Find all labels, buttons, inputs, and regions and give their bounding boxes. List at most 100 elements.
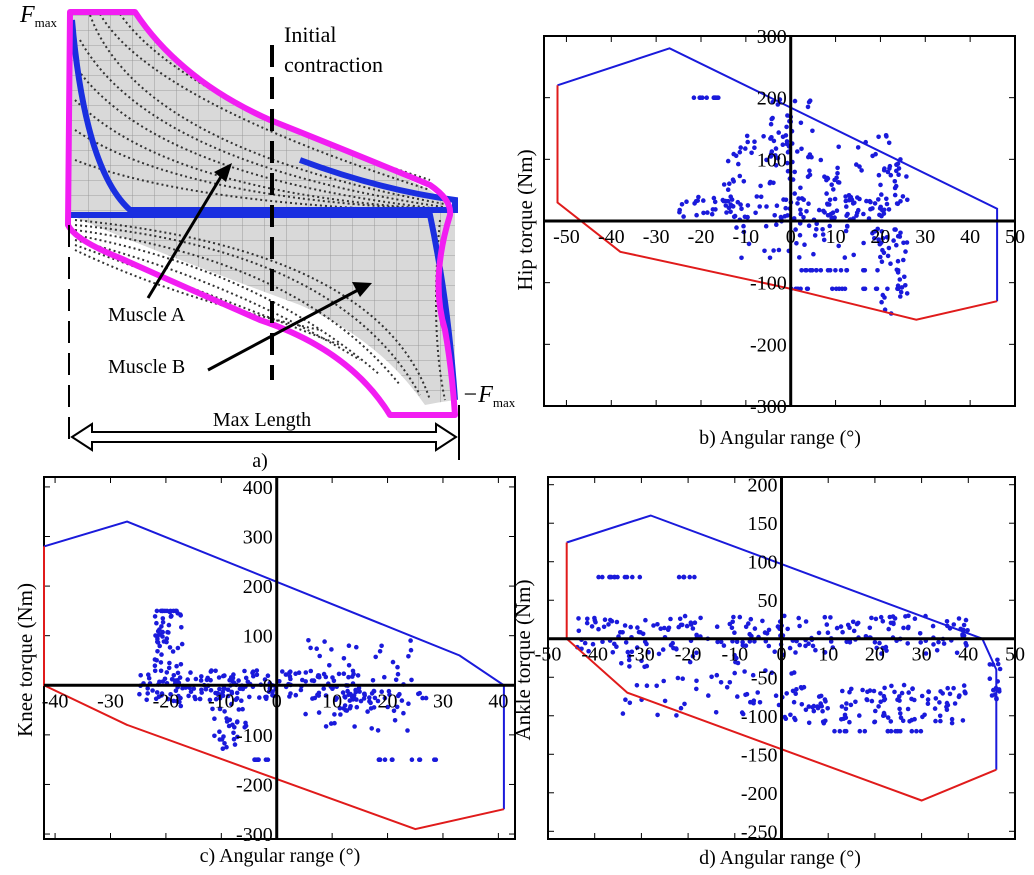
data-point — [885, 253, 891, 259]
y-tick-label: 200 — [243, 576, 273, 598]
y-tick-label: -100 — [750, 273, 787, 295]
data-point — [235, 719, 240, 724]
data-point — [897, 277, 903, 282]
data-point — [799, 146, 804, 152]
data-point — [825, 706, 830, 711]
data-point — [379, 689, 385, 694]
data-point — [432, 757, 437, 762]
data-point — [886, 140, 892, 146]
data-point — [271, 693, 277, 699]
data-point — [212, 716, 217, 721]
data-point — [379, 643, 384, 649]
data-point — [888, 172, 894, 178]
data-point — [600, 574, 605, 580]
data-point — [356, 685, 362, 691]
data-point — [895, 161, 901, 166]
data-point — [904, 240, 910, 245]
x-tick-label: 40 — [960, 226, 980, 248]
data-point — [782, 613, 787, 619]
data-point — [296, 670, 302, 675]
data-point — [188, 689, 194, 694]
data-point — [892, 179, 898, 184]
data-point — [798, 120, 804, 126]
x-tick-label: -40 — [598, 226, 625, 248]
data-point — [947, 691, 953, 697]
data-point — [816, 630, 822, 636]
data-point — [323, 674, 329, 680]
data-point — [872, 229, 878, 234]
data-point — [754, 194, 760, 199]
data-point — [177, 675, 183, 680]
data-point — [987, 662, 993, 667]
data-point — [806, 154, 811, 160]
data-point — [376, 757, 382, 762]
data-point — [679, 622, 685, 628]
data-point — [771, 138, 777, 144]
data-point — [838, 268, 844, 273]
data-point — [995, 661, 1001, 667]
data-point — [965, 628, 970, 633]
data-point — [231, 730, 236, 736]
data-point — [372, 695, 378, 701]
data-point — [794, 241, 799, 246]
data-point — [729, 625, 735, 631]
data-point — [709, 211, 715, 217]
data-point — [995, 657, 1000, 663]
data-point — [798, 685, 804, 690]
data-point — [247, 694, 252, 700]
data-point — [371, 688, 377, 694]
data-point — [839, 286, 845, 292]
data-point — [199, 674, 204, 679]
panel-a-caption: a) — [252, 450, 268, 472]
data-point — [962, 689, 967, 694]
data-point — [150, 688, 155, 693]
data-point — [166, 622, 172, 628]
data-point — [158, 668, 164, 674]
data-point — [739, 255, 744, 261]
data-point — [155, 633, 160, 639]
data-point — [825, 176, 831, 181]
data-point — [875, 268, 880, 273]
data-point — [635, 625, 640, 630]
data-point — [406, 701, 411, 706]
y-tick-label: -300 — [750, 396, 787, 418]
data-point — [836, 243, 841, 249]
data-point — [878, 699, 883, 705]
data-point — [137, 691, 142, 697]
data-point — [758, 183, 763, 189]
data-point — [861, 268, 866, 273]
data-point — [799, 196, 805, 201]
envelope-upper-line — [557, 47, 999, 302]
x-tick-label: 50 — [1005, 644, 1025, 666]
data-point — [848, 702, 854, 708]
data-point — [251, 673, 256, 679]
data-point — [643, 617, 648, 623]
data-point — [676, 574, 682, 580]
data-point — [821, 237, 827, 243]
data-point — [900, 194, 906, 199]
data-point — [897, 698, 902, 703]
data-point — [793, 691, 798, 696]
data-point — [358, 698, 364, 704]
data-point — [901, 240, 906, 246]
data-point — [805, 174, 811, 179]
data-point — [807, 168, 812, 173]
data-point — [283, 672, 289, 677]
data-point — [892, 192, 898, 198]
data-point — [963, 617, 969, 623]
data-point — [784, 124, 789, 130]
data-point — [701, 210, 706, 216]
data-point — [934, 648, 940, 653]
data-point — [216, 675, 222, 680]
data-point — [423, 695, 429, 701]
data-point — [960, 718, 966, 723]
panel-caption: c) Angular range (°) — [200, 845, 361, 867]
data-point — [175, 670, 181, 676]
data-point — [887, 163, 893, 169]
data-point — [728, 202, 733, 207]
data-point — [254, 668, 260, 673]
data-point — [293, 671, 298, 676]
data-point — [914, 728, 919, 734]
data-point — [906, 624, 911, 630]
data-point — [895, 268, 901, 273]
